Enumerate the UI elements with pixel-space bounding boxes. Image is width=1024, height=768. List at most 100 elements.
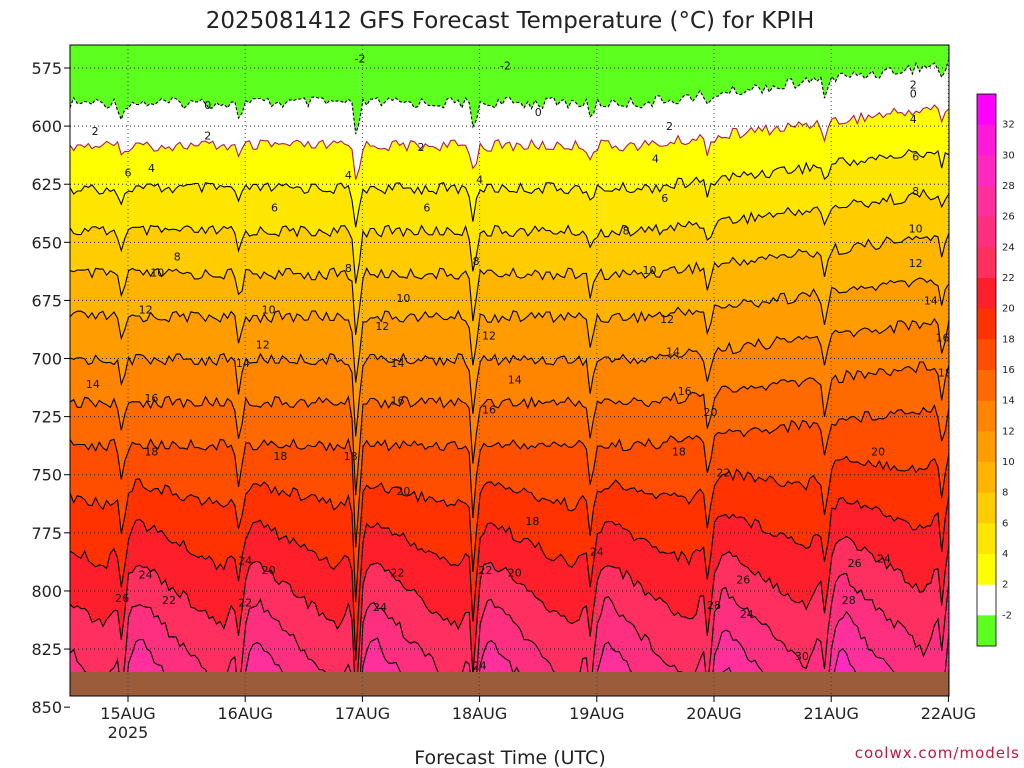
colorbar-swatch	[977, 94, 996, 126]
x-tick-label: 21AUG	[803, 704, 858, 723]
contour-label: 12	[256, 339, 270, 352]
contour-label: 14	[924, 294, 938, 307]
colorbar-swatch	[977, 186, 996, 218]
x-axis-title: Forecast Time (UTC)	[414, 747, 605, 768]
colorbar-swatch	[977, 155, 996, 187]
contour-label: 18	[672, 445, 686, 458]
contour-label: 30	[672, 727, 686, 740]
contour-label: 12	[482, 329, 496, 342]
contour-label: 24	[473, 659, 487, 672]
y-tick-label: 600	[31, 117, 62, 136]
contour-label: 22	[478, 564, 492, 577]
colorbar-swatch	[977, 431, 996, 463]
colorbar-swatch	[977, 615, 996, 647]
contour-label: 6	[271, 201, 278, 214]
y-axis: 575 600 625 650 675 700 725 750 775 800 825 850	[31, 59, 70, 717]
contour-label: 8	[174, 250, 181, 263]
contour-label: 12	[139, 304, 153, 317]
colorbar-label: 6	[1002, 518, 1008, 529]
contour-label: 10	[909, 222, 923, 235]
gridlines	[70, 45, 949, 696]
contour-label: 16	[482, 404, 496, 417]
contour-label: 16	[936, 332, 950, 345]
contour-label: 12	[375, 320, 389, 333]
contour-label: 2	[92, 125, 99, 138]
contour-label: 4	[910, 113, 917, 126]
isotherm-4	[70, 188, 949, 284]
contour-label: 22	[391, 566, 405, 579]
colorbar-legend: 32 30 28 26 24 22 20 18 16 14 12 10 8 6 4 2 -2	[976, 93, 1015, 647]
contour-label: -2	[355, 53, 366, 66]
contour-label: 2	[204, 129, 211, 142]
contour-label: 10	[262, 304, 276, 317]
contour-label: 24	[740, 608, 754, 621]
contour-label: 28	[842, 594, 856, 607]
isotherm-10	[70, 317, 949, 437]
contour-label: 22	[953, 476, 967, 489]
contour-label: 30	[795, 650, 809, 663]
band--2	[70, 45, 949, 134]
contour-label: 20	[703, 406, 717, 419]
contour-label: 10	[150, 267, 164, 280]
isotherm-18	[70, 495, 949, 661]
y-tick-label: 700	[31, 350, 62, 369]
contour-label: 8	[623, 225, 630, 238]
contour-label: 22	[162, 594, 176, 607]
contour-label: 20	[871, 445, 885, 458]
isotherm-24	[124, 610, 949, 696]
contour-label: 24	[373, 601, 387, 614]
contour-label: 0	[535, 106, 542, 119]
contour-label: 22	[716, 466, 730, 479]
colorbar-swatch	[977, 216, 996, 248]
colorbar-swatch	[977, 584, 996, 616]
colorbar-label: 2	[1002, 580, 1008, 591]
y-tick-label: 725	[31, 408, 62, 427]
isotherm-6	[70, 233, 949, 335]
contour-label: 2	[910, 78, 917, 91]
x-tick-label: 18AUG	[452, 704, 507, 723]
isotherm-lines	[70, 58, 949, 696]
contour-label: 8	[345, 262, 352, 275]
colorbar-label: 18	[1002, 334, 1015, 345]
x-tick-year: 2025	[108, 723, 149, 742]
x-tick-label: 22AUG	[921, 704, 976, 723]
contour-label: 24	[883, 729, 897, 742]
colorbar-label: 12	[1002, 426, 1015, 437]
colorbar-label: 14	[1002, 396, 1015, 407]
x-tick-label: 17AUG	[335, 704, 390, 723]
colorbar-label: 22	[1002, 273, 1015, 284]
isotherm-2	[70, 148, 949, 228]
chart-title: 2025081412 GFS Forecast Temperature (°C)…	[206, 8, 815, 34]
colorbar-label: 4	[1002, 549, 1008, 560]
colorbar-swatch	[977, 370, 996, 402]
contour-label: 4	[345, 169, 352, 182]
colorbar-swatch	[977, 400, 996, 432]
contour-label: -2	[500, 60, 511, 73]
isotherm-14	[70, 403, 949, 548]
contour-label: 16	[144, 392, 158, 405]
colorbar-swatch	[977, 278, 996, 310]
contour-label: 26	[848, 557, 862, 570]
colorbar-label: 26	[1002, 212, 1015, 223]
plot-frame	[69, 44, 950, 697]
colorbar-label: 28	[1002, 181, 1015, 192]
contour-label: 2	[666, 120, 673, 133]
contour-label: 18	[344, 450, 358, 463]
y-tick-label: 625	[31, 175, 62, 194]
contour-label: 24	[877, 552, 891, 565]
colorbar-label: -2	[1002, 610, 1012, 621]
contour-label: 14	[391, 357, 405, 370]
contour-label: 24	[590, 545, 604, 558]
contour-label: 20	[262, 564, 276, 577]
y-tick-label: 575	[31, 59, 62, 78]
contour-label: 4	[476, 174, 483, 187]
x-tick-label: 19AUG	[569, 704, 624, 723]
contour-label: 18	[273, 450, 287, 463]
contour-label: 0	[910, 88, 917, 101]
colorbar-swatch	[977, 462, 996, 494]
contour-label: 26	[115, 592, 129, 605]
isotherm-12	[70, 361, 949, 496]
colorbar-label: 16	[1002, 365, 1015, 376]
